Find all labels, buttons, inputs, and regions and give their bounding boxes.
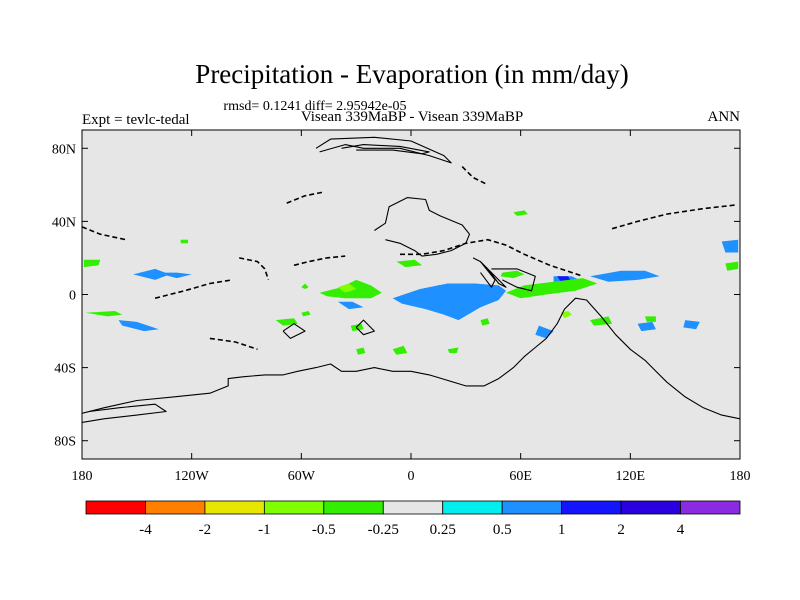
dashed-coastline-sw-dashed [154, 279, 233, 299]
x-tick-label: 60W [288, 469, 316, 484]
colorbar-swatch [620, 500, 681, 515]
colorbar-level-label: -0.25 [368, 522, 399, 538]
anomaly-region-east-tethys-cyan [392, 283, 506, 321]
colorbar-level-label: 0.5 [493, 522, 512, 538]
anomaly-region-green-small-4 [350, 323, 364, 332]
anomaly-region-green-small-1 [180, 239, 188, 244]
anomaly-region-green-east-band [506, 278, 598, 299]
comparison-label: Visean 339MaBP - Visean 339MaBP [301, 109, 523, 125]
y-tick-label: 0 [69, 289, 76, 304]
chart-title: Precipitation - Evaporation (in mm/day) [195, 59, 628, 89]
colorbar-labels: -4 -2 -1 -0.5 -0.25 0.25 0.5 1 2 4 [139, 522, 685, 538]
anomaly-region-east-cyan-1 [637, 321, 656, 332]
anomaly-layer [83, 210, 739, 355]
colorbar-level-label: 0.25 [430, 522, 456, 538]
colorbar-swatch [323, 500, 384, 515]
coastline-laurussia-outline [374, 197, 471, 257]
x-axis-labels: 180 120W 60W 0 60E 120E 180 [72, 469, 751, 484]
dashed-coastline-ne-dashed [400, 238, 584, 277]
dashed-coastline-west-dashed [239, 257, 270, 281]
x-tick-label: 120E [616, 469, 646, 484]
anomaly-region-yellowgreen-east [560, 311, 572, 319]
y-tick-label: 80S [54, 435, 76, 450]
colorbar-level-label: 1 [558, 522, 566, 538]
x-tick-label: 180 [72, 469, 93, 484]
colorbar-level-label: -0.5 [312, 522, 336, 538]
y-tick-label: 40N [52, 215, 76, 230]
anomaly-region-s-atlantic-cyan [337, 301, 364, 310]
colorbar-level-label: 4 [677, 522, 685, 538]
map-plot-area: 180 120W 60W 0 60E 120E 180 80N 40N 0 40S 80S [52, 129, 751, 484]
anomaly-region-green-small-7 [645, 316, 656, 322]
anomaly-region-green-ne-blob [500, 270, 525, 279]
colorbar-swatch [382, 500, 444, 515]
coastline-north-cap [315, 136, 452, 164]
colorbar-swatch [680, 500, 741, 515]
dashed-coastline-far-ne-dashed [611, 204, 737, 230]
anomaly-region-green-small-11 [356, 347, 366, 355]
colorbar-level-label: -2 [199, 522, 212, 538]
anomaly-region-pacific-cyan-east [155, 272, 192, 279]
x-tick-label: 60E [509, 469, 532, 484]
x-tick-label: 0 [408, 469, 415, 484]
coastline-east-strip-2 [480, 261, 507, 288]
axis-ticks [81, 130, 741, 459]
coastline-layer [82, 136, 740, 423]
colorbar-swatch [501, 500, 563, 515]
x-tick-label: 120W [175, 469, 210, 484]
colorbar-swatch [145, 500, 206, 515]
dashed-coastline-east-north-dashed [461, 166, 489, 186]
y-tick-label: 40S [54, 362, 76, 377]
anomaly-region-green-small-10 [301, 283, 309, 289]
x-tick-label: 180 [730, 469, 751, 484]
dashed-coastline-mid-south-dashed [209, 337, 258, 351]
colorbar-swatch [442, 500, 503, 515]
experiment-label: Expt = tevlc-tedal [82, 112, 190, 128]
coastline-south-europe-bits [355, 319, 375, 336]
season-label: ANN [708, 109, 741, 125]
colorbar-level-label: 2 [617, 522, 625, 538]
coastline-gondwana-coast [82, 297, 740, 420]
anomaly-region-green-north-east [513, 210, 528, 216]
stats-label: rmsd= 0.1241 diff= 2.95942e-05 [223, 99, 406, 114]
y-tick-label: 80N [52, 142, 76, 157]
dashed-coastline-north-dashed [82, 226, 127, 241]
colorbar-swatch [85, 500, 146, 515]
colorbar-level-label: -1 [258, 522, 271, 538]
coastline-north-cap-inner [341, 144, 430, 155]
colorbar-swatch [204, 500, 265, 515]
anomaly-region-green-small-5 [392, 345, 408, 355]
anomaly-region-green-north-center [396, 259, 422, 268]
y-axis-labels: 80N 40N 0 40S 80S [52, 142, 76, 449]
anomaly-region-pacific-cyan-west [133, 268, 170, 280]
colorbar [85, 500, 741, 515]
colorbar-swatch [263, 500, 325, 515]
coastline-east-strip [472, 257, 496, 288]
anomaly-region-green-small-3 [301, 311, 311, 317]
dashed-coastline-north-cap-dashed [286, 191, 324, 204]
anomaly-region-green-center-hotspot [337, 283, 357, 293]
coastline-east-block [491, 268, 536, 292]
anomaly-region-green-far-west [83, 259, 101, 268]
anomaly-region-green-far-east [725, 261, 739, 271]
coastline-far-south-west [82, 403, 167, 423]
anomaly-region-green-small-9 [447, 347, 459, 353]
coastline-south-west-islands [282, 323, 306, 339]
colorbar-swatch [561, 500, 622, 515]
anomaly-region-far-east-cyan [721, 239, 739, 253]
anomaly-region-green-pacific-mid [85, 311, 123, 317]
colorbar-level-label: -4 [139, 522, 152, 538]
anomaly-region-green-small-2 [275, 318, 298, 326]
anomaly-region-right-cyan-patch [590, 270, 660, 282]
anomaly-region-s-pacific-cyan [118, 320, 159, 332]
dashed-coastline-center-dashed [293, 255, 346, 267]
anomaly-region-east-cyan-2 [683, 320, 700, 330]
anomaly-region-green-small-6 [480, 318, 490, 326]
